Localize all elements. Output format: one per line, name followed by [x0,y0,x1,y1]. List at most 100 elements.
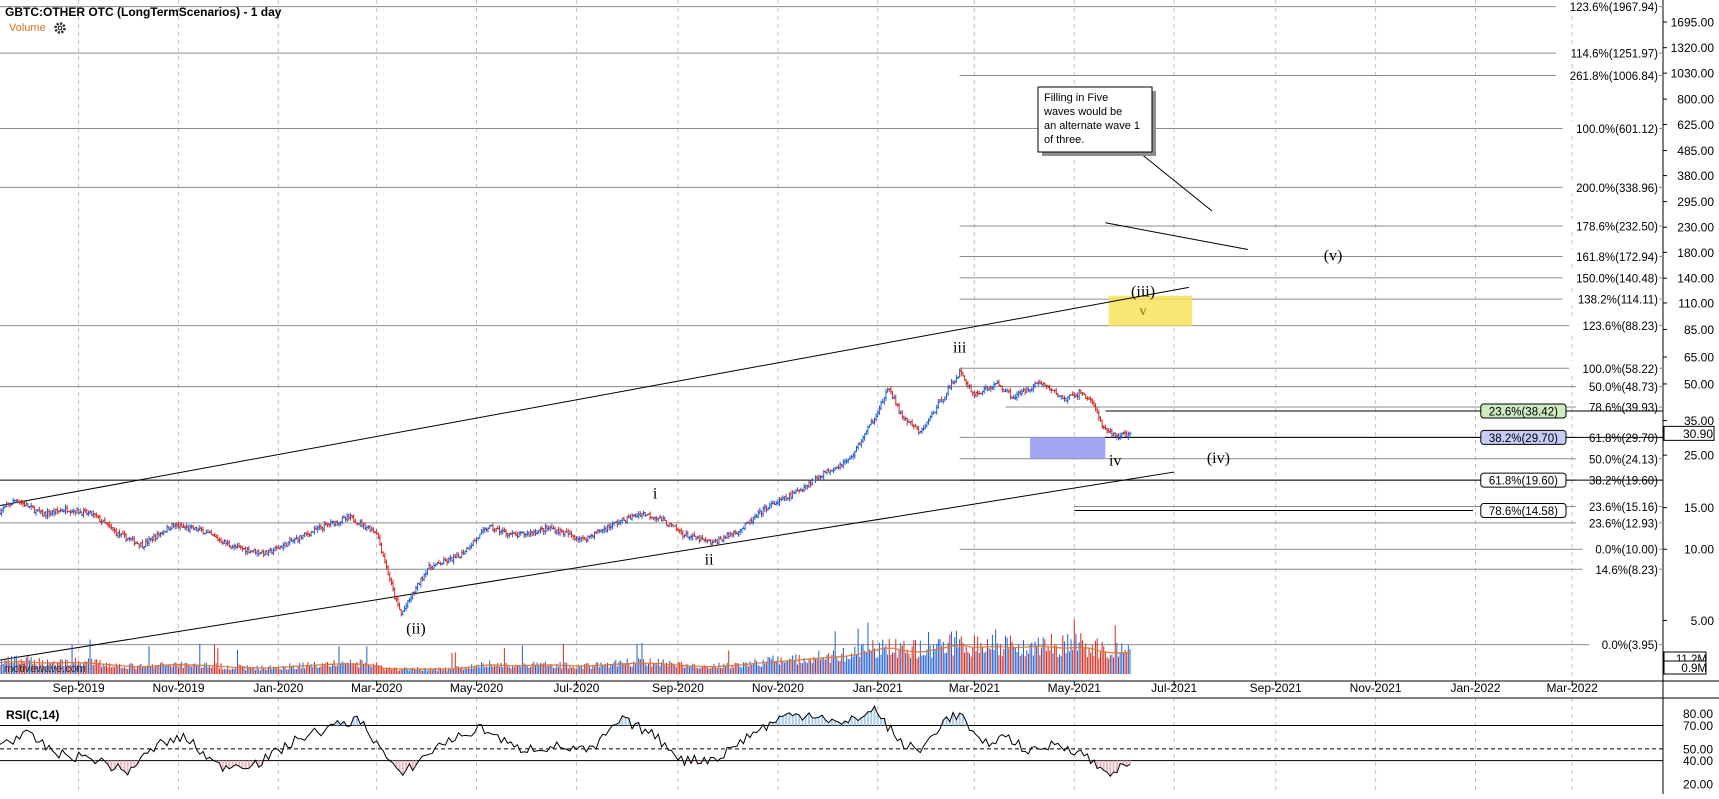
x-tick-label: Jan-2021 [853,681,903,695]
volume-axis-label: 0.9M [1681,663,1707,675]
x-tick-label: Sep-2020 [652,681,704,695]
gear-icon[interactable] [54,22,66,34]
trend-lines [0,152,1248,661]
fib-level-label: 161.8%(172.94) [1576,252,1658,264]
rsi-tick-label: 80.00 [1683,707,1713,721]
fib-level-label: 178.6%(232.50) [1576,222,1658,234]
x-tick-label: Jul-2021 [1151,681,1197,695]
fib-label-bg [1575,379,1659,393]
fib-level-label: 123.6%(1967.94) [1570,2,1658,14]
watermark: motivewave.com [4,663,86,675]
fib-level-label: 23.6%(15.16) [1589,502,1658,514]
wave-labels: iii(ii)iii(iii)viv (iv)(v) [406,248,1342,638]
y-tick-label: 295.00 [1677,195,1714,209]
y-tick-label: 10.00 [1684,543,1714,557]
fib-label-bg [1556,0,1659,13]
fib-label-bg [1575,451,1659,465]
fib-level-label: 0.0%(10.00) [1595,545,1658,557]
wave-label: (iv) [1207,450,1230,467]
fib-level-label: 150.0%(140.48) [1576,273,1658,285]
y-tick-label: 65.00 [1684,350,1714,364]
volume-axis-box [1663,660,1707,675]
rsi-tick-label: 50.00 [1683,742,1713,756]
y-tick-label: 25.00 [1684,449,1714,463]
fib-label-bg [1556,46,1659,60]
x-tick-label: Sep-2019 [53,681,105,695]
boxed-level-label: 23.6%(38.42) [1489,406,1558,418]
price-bars [0,367,1132,617]
y-tick-label: 1695.00 [1671,16,1715,30]
y-tick-label: 180.00 [1677,246,1714,260]
y-tick-label: 35.00 [1684,414,1714,428]
wave-label: (v) [1324,248,1343,265]
fib-level-label: 14.6%(8.23) [1595,565,1658,577]
y-tick-label: 485.00 [1677,144,1714,158]
fib-levels: 123.6%(1967.94) 114.6%(1251.97) 261.8%(100… [0,0,1663,653]
boxed-level-bg [1480,403,1567,419]
annotation-box: Filling in Five waves would be an altern… [1037,86,1156,156]
trend-line [1105,222,1248,251]
highlight-boxes [1030,295,1193,459]
fib-level-label: 50.0%(24.13) [1589,454,1658,466]
x-tick-label: May-2020 [450,681,504,695]
fib-label-bg [1562,180,1659,194]
x-tick-label: Sep-2021 [1250,681,1302,695]
fib-level-label: 123.6%(88.23) [1583,321,1659,333]
axes: 1695.00 1320.00 1030.00 800.00 625.00 485.00 3… [53,16,1715,792]
y-tick-label: 85.00 [1684,323,1714,337]
x-tick-label: May-2021 [1048,681,1102,695]
fib-label-bg [1562,249,1659,263]
annotation-connector [1139,152,1213,212]
rsi-tick-label: 40.00 [1683,754,1713,768]
volume-average [0,644,1131,670]
trend-line [0,286,1190,507]
wave-label: (iii) [1131,284,1155,301]
fib-level-label: 50.0%(48.73) [1589,382,1658,394]
y-tick-label: 50.00 [1684,377,1714,391]
fib-level-label: 0.0%(3.95) [1602,640,1658,652]
fib-label-bg [1582,542,1659,556]
chart-title: GBTC:OTHER OTC (LongTermScenarios) - 1 d… [5,5,282,19]
fib-level-label: 78.6%(39.93) [1589,403,1658,415]
y-tick-label: 1030.00 [1671,67,1715,81]
fib-label-bg [1569,318,1659,332]
last-price-label: 30.90 [1683,427,1713,441]
fib-level-label: 61.8%(29.70) [1589,433,1658,445]
fib-level-label: 138.2%(114.11) [1578,295,1658,307]
y-tick-label: 140.00 [1677,272,1714,286]
x-tick-label: Mar-2020 [351,681,403,695]
y-tick-label: 800.00 [1677,93,1714,107]
fib-label-bg [1582,562,1659,576]
y-tick-label: 110.00 [1678,296,1714,310]
wave-label: (ii) [406,621,426,638]
y-tick-label: 15.00 [1684,501,1714,515]
x-tick-label: Nov-2021 [1350,681,1402,695]
wave-label: iii [953,339,967,356]
x-tick-label: Jan-2022 [1450,681,1500,695]
boxed-level-label: 78.6%(14.58) [1489,506,1558,518]
fib-label-bg [1562,219,1659,233]
boxed-level-label: 61.8%(19.60) [1489,476,1558,488]
rsi-line [0,705,1131,778]
fib-level-label: 100.0%(58.22) [1583,364,1659,376]
x-tick-label: Jan-2020 [253,681,303,695]
fib-level-label: 100.0%(601.12) [1576,124,1658,136]
fib-level-label: 114.6%(1251.97) [1571,49,1659,61]
y-tick-label: 5.00 [1691,614,1715,628]
x-tick-label: Mar-2022 [1546,681,1598,695]
fib-label-bg [1562,121,1659,135]
highlight-box [1108,295,1193,326]
wave-label: i [653,485,658,502]
x-tick-label: Nov-2020 [752,681,804,695]
fib-label-bg [1575,515,1659,529]
y-tick-label: 1320.00 [1671,41,1715,55]
wave-label: ii [705,552,714,569]
fib-label-bg [1575,400,1659,414]
boxed-level-bg [1480,472,1567,488]
fib-label-bg [1569,361,1659,375]
rsi-pane [0,705,1663,778]
y-tick-label: 625.00 [1677,118,1714,132]
